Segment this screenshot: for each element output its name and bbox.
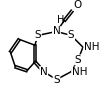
Text: S: S	[75, 55, 81, 65]
Text: H: H	[57, 15, 64, 25]
Text: S: S	[53, 75, 60, 84]
Text: NH: NH	[72, 67, 87, 77]
Text: S: S	[35, 30, 41, 40]
Text: O: O	[74, 0, 82, 10]
Text: NH: NH	[84, 42, 99, 52]
Text: N: N	[53, 26, 60, 36]
Text: N: N	[40, 67, 48, 77]
Text: S: S	[68, 30, 74, 40]
